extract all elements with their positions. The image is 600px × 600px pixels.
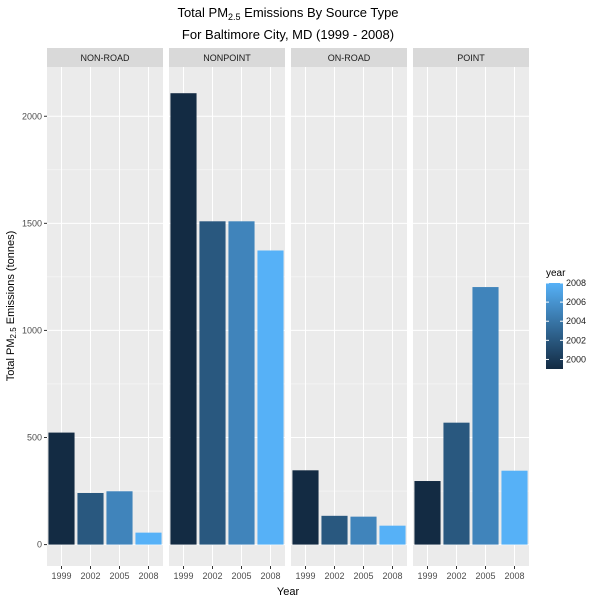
bar-on-road-2005: [350, 516, 377, 545]
chart-title-line1: Total PM2.5 Emissions By Source Type: [177, 5, 398, 22]
x-tick-label: 2002: [202, 571, 222, 581]
legend-tick-label: 2008: [566, 278, 586, 288]
chart-title-line2: For Baltimore City, MD (1999 - 2008): [182, 27, 394, 42]
x-tick-label: 2008: [504, 571, 524, 581]
bar-non-road-2005: [106, 491, 133, 545]
facet-strip: [47, 48, 163, 67]
y-tick-label: 500: [27, 433, 42, 443]
facet-non-road: NON-ROAD 1999 2002 2005 2008: [47, 48, 163, 581]
bar-nonpoint-2005: [228, 221, 255, 545]
legend-tick-label: 2006: [566, 297, 586, 307]
y-tick-label: 0: [37, 540, 42, 550]
x-tick-label: 1999: [417, 571, 437, 581]
y-tick-label: 2000: [22, 111, 42, 121]
facet-strip: [413, 48, 529, 67]
legend-tick-label: 2002: [566, 335, 586, 345]
facet-strip: [291, 48, 407, 67]
bar-point-2002: [443, 422, 470, 545]
bar-on-road-2008: [379, 525, 406, 545]
legend-colorbar: [546, 283, 563, 369]
legend-tick-label: 2004: [566, 316, 586, 326]
facet-panels: NON-ROAD 1999 2002 2005 2008 NONPOINT 1999 2002…: [47, 48, 529, 581]
title-subscript: 2.5: [228, 12, 241, 22]
y-axis-label-subscript: 2.5: [9, 327, 18, 339]
y-axis-label: Total PM2.5 Emissions (tonnes): [5, 231, 18, 382]
x-tick-label: 2005: [231, 571, 251, 581]
x-tick-label: 2005: [475, 571, 495, 581]
facet-on-road: ON-ROAD 1999 2002 2005 2008: [291, 48, 407, 581]
bar-nonpoint-2008: [257, 250, 284, 545]
x-tick-label: 2008: [382, 571, 402, 581]
legend-title: year: [546, 268, 566, 279]
x-tick-label: 2002: [446, 571, 466, 581]
bar-on-road-2002: [321, 515, 348, 545]
legend-tick-label: 2000: [566, 354, 586, 364]
x-tick-label: 1999: [295, 571, 315, 581]
x-tick-label: 1999: [51, 571, 71, 581]
bar-point-2005: [472, 287, 499, 545]
x-tick-label: 2005: [109, 571, 129, 581]
bar-non-road-1999: [48, 432, 75, 545]
facet-strip-label: ON-ROAD: [328, 53, 371, 63]
facet-nonpoint: NONPOINT 1999 2002 2005 2008: [169, 48, 285, 581]
facet-strip-label: POINT: [457, 53, 485, 63]
facet-strip-label: NONPOINT: [203, 53, 251, 63]
x-axis-label: Year: [277, 586, 300, 598]
x-tick-label: 2008: [260, 571, 280, 581]
bar-nonpoint-2002: [199, 221, 226, 545]
x-tick-label: 2008: [138, 571, 158, 581]
facet-point: POINT 1999 2002 2005 2008: [413, 48, 529, 581]
facet-strip: [169, 48, 285, 67]
x-tick-label: 2002: [324, 571, 344, 581]
bar-point-1999: [414, 481, 441, 545]
y-tick-label: 1000: [22, 325, 42, 335]
bar-nonpoint-1999: [170, 93, 197, 545]
bar-on-road-1999: [292, 470, 319, 545]
bar-point-2008: [501, 470, 528, 545]
bar-non-road-2002: [77, 493, 104, 545]
legend: year 2000 2002 2004 2006 2008: [546, 268, 586, 369]
x-tick-label: 1999: [173, 571, 193, 581]
facet-strip-label: NON-ROAD: [81, 53, 130, 63]
x-tick-label: 2005: [353, 571, 373, 581]
y-axis: 0 500 1000 1500 2000: [22, 111, 47, 550]
y-tick-label: 1500: [22, 218, 42, 228]
bar-non-road-2008: [135, 532, 162, 545]
x-tick-label: 2002: [80, 571, 100, 581]
